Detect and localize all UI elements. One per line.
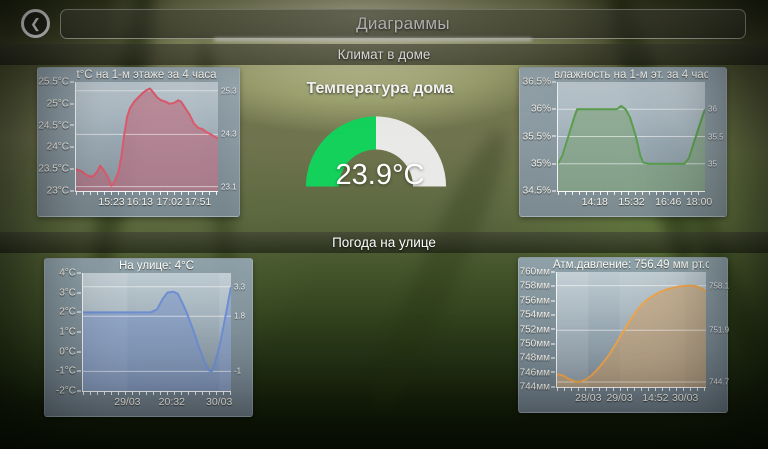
y-axis-label: 24.5°C — [38, 120, 74, 131]
right-axis-label: 3.3 — [234, 282, 246, 292]
x-axis-label: 16:46 — [655, 196, 682, 208]
right-axis-label: 24.3 — [221, 129, 237, 139]
chart-canvas — [76, 82, 218, 191]
chart-card-pressure[interactable]: Атм.давление: 756.49 мм рт.ст. 760мм 758мм… — [518, 257, 729, 413]
x-axis-label: 28/03 — [575, 392, 602, 404]
right-axis-label: 36 — [708, 104, 717, 114]
y-axis-label: 760мм — [520, 267, 555, 278]
y-axis-label: 1°C — [59, 327, 81, 338]
y-axis-label: 23°C — [47, 186, 74, 197]
chart-canvas — [83, 273, 231, 391]
section-label: Погода на улице — [332, 235, 436, 250]
gauge-arc-track — [376, 116, 447, 187]
right-axis-label: 744.7 — [709, 377, 730, 387]
y-axis-label: 35.5% — [523, 131, 556, 142]
right-axis-label: 25.3 — [221, 86, 237, 96]
gauge-value: 23.9°C — [335, 159, 425, 191]
chart-title: Атм.давление: 756.49 мм рт.ст. — [553, 259, 709, 271]
y-axis-label: -2°C — [56, 386, 81, 397]
right-axis-label: 23.1 — [221, 182, 237, 192]
x-axis-label: 17:51 — [184, 196, 212, 208]
x-axis-label: 16:13 — [126, 196, 154, 208]
x-axis-label: 14:52 — [642, 392, 669, 404]
y-axis-label: 34.5% — [523, 186, 556, 197]
x-axis-minor-ticks — [558, 191, 705, 195]
right-axis-label: 35.5 — [708, 132, 724, 141]
x-axis-label: 30/03 — [671, 392, 699, 404]
gauge-arc-filled — [305, 116, 376, 187]
y-axis-label: 3°C — [59, 287, 81, 298]
x-axis-minor-ticks — [83, 391, 231, 395]
x-axis-label: 18:00 — [685, 196, 713, 208]
x-axis-minor-ticks — [76, 191, 218, 195]
y-axis-label: 23.5°C — [38, 164, 74, 175]
y-axis-label: 748мм — [520, 353, 555, 364]
section-header-weather: Погода на улице — [0, 232, 768, 253]
y-axis-label: 2°C — [59, 307, 81, 318]
right-axis-label: 758.1 — [709, 281, 730, 291]
section-label: Климат в доме — [337, 47, 431, 62]
x-axis-label: 15:23 — [98, 196, 125, 208]
chart-canvas — [557, 272, 706, 387]
gauge-title: Температура дома — [306, 80, 454, 97]
back-arrow-icon: ❮ — [30, 16, 41, 31]
back-button[interactable]: ❮ — [21, 9, 50, 38]
section-header-climate: Климат в доме — [0, 44, 768, 65]
chart-title: На улице: 4°C — [118, 260, 195, 272]
titlebar-highlight — [214, 38, 532, 41]
y-axis-label: 25.5°C — [38, 77, 74, 88]
y-axis-label: 752мм — [520, 324, 555, 335]
right-axis-label: -1 — [234, 366, 242, 376]
chart-plot: 36.5% 36% 35.5% 35% 34.5% 36 35.5 35 14:18 15:32 1… — [523, 77, 724, 209]
chart-plot: 760мм 758мм 756мм 754мм 752мм 750мм 748мм 746мм… — [520, 267, 729, 405]
chart-card-outdoor-temperature[interactable]: На улице: 4°C 4°C 3°C 2°C 1°C 0°C -1°C -2°C 3.3 1… — [44, 258, 253, 417]
y-axis-label: 24°C — [47, 142, 74, 153]
y-axis-label: 36% — [531, 104, 556, 115]
x-axis-label: 29/03 — [606, 392, 633, 404]
chart-title: влажность на 1-м эт. за 4 часа — [554, 69, 708, 81]
y-axis-label: 36.5% — [523, 77, 556, 88]
y-axis-label: 758мм — [520, 281, 555, 292]
y-axis-label: 4°C — [59, 268, 81, 279]
chart-plot: 25.5°C 25°C 24.5°C 24°C 23.5°C 23°C 25.3 24.3 23… — [38, 77, 236, 209]
x-axis-label: 30/03 — [206, 396, 233, 408]
chart-card-indoor-humidity[interactable]: влажность на 1-м эт. за 4 часа 36.5% 36% 35… — [519, 67, 727, 217]
x-axis-minor-ticks — [557, 387, 706, 391]
chart-card-indoor-temperature[interactable]: t°C на 1-м этаже за 4 часа 25.5°C 25°C 24.5… — [37, 67, 240, 217]
chart-plot: 4°C 3°C 2°C 1°C 0°C -1°C -2°C 3.3 1.8 -1 29/03 20:3… — [56, 268, 245, 409]
x-axis-label: 17:02 — [156, 196, 183, 208]
y-axis-label: 35% — [531, 158, 556, 169]
gauge-block[interactable]: Температура дома 23.9°C — [240, 67, 520, 217]
y-axis-label: 750мм — [520, 338, 555, 349]
y-axis-label: 756мм — [520, 295, 555, 306]
right-axis-label: 751.9 — [709, 325, 730, 335]
page-title-bar: Диаграммы — [60, 9, 746, 39]
chart-title: t°C на 1-м этаже за 4 часа — [76, 69, 217, 81]
x-axis-label: 15:32 — [618, 196, 645, 208]
page-title: Диаграммы — [356, 14, 450, 33]
y-axis-label: 754мм — [520, 310, 555, 321]
right-axis-label: 35 — [708, 159, 717, 169]
temperature-gauge — [305, 116, 447, 187]
y-axis-label: 0°C — [59, 346, 81, 357]
y-axis-label: -1°C — [56, 366, 81, 377]
x-axis-label: 14:18 — [581, 196, 608, 208]
x-axis-label: 20:32 — [158, 396, 185, 408]
y-axis-label: 744мм — [520, 382, 555, 393]
right-axis-label: 1.8 — [234, 311, 246, 321]
y-axis-label: 25°C — [47, 98, 74, 109]
y-axis-label: 746мм — [520, 367, 555, 378]
x-axis-label: 29/03 — [114, 396, 141, 408]
chart-canvas — [558, 82, 705, 191]
